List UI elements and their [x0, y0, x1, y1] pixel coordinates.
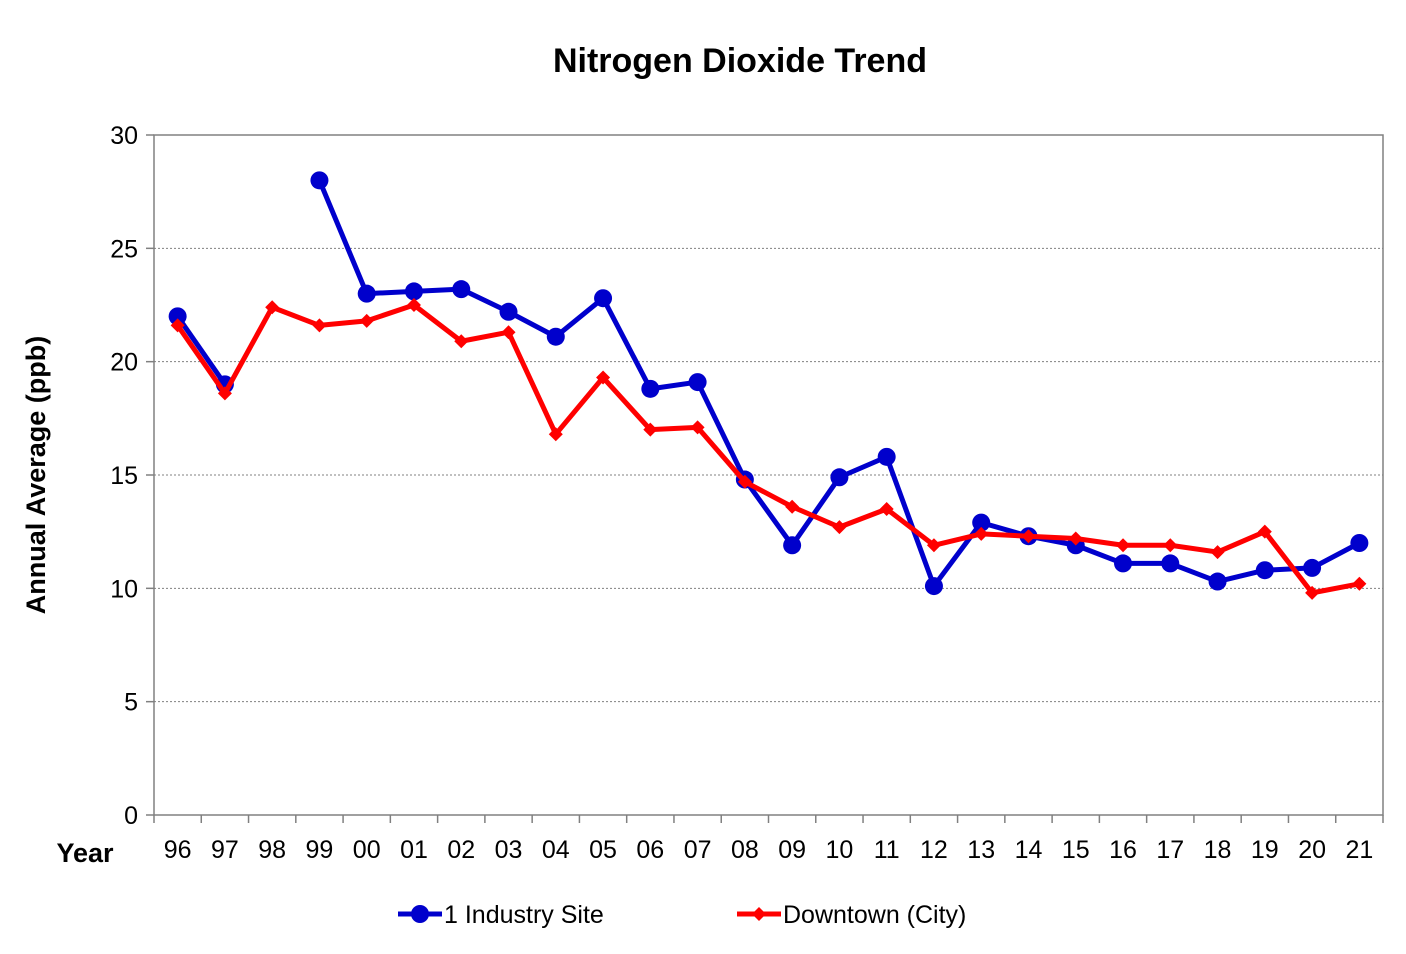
legend-swatch-marker [752, 907, 766, 921]
x-tick-label: 99 [306, 836, 334, 864]
x-tick-label: 20 [1298, 836, 1326, 864]
data-point [546, 327, 565, 346]
data-point [924, 577, 943, 596]
y-axis: 0 5 10 15 20 25 30 [110, 122, 154, 830]
data-point [688, 373, 707, 392]
data-point [312, 318, 327, 333]
data-point [1161, 554, 1180, 573]
data-point [170, 318, 185, 333]
data-point [404, 282, 423, 301]
data-point [1068, 531, 1083, 546]
data-point [1303, 558, 1322, 577]
x-tick-label: 13 [967, 836, 995, 864]
data-point [832, 520, 847, 535]
x-tick-label: 19 [1251, 836, 1279, 864]
data-point [972, 513, 991, 532]
x-tick-label: 15 [1062, 836, 1090, 864]
x-tick-label: 06 [636, 836, 664, 864]
y-tick-label: 10 [110, 575, 138, 603]
legend-label: Downtown (City) [783, 901, 966, 929]
data-point [783, 536, 802, 555]
data-point [499, 302, 518, 321]
data-point [1114, 554, 1133, 573]
data-point [690, 420, 705, 435]
data-point [357, 284, 376, 303]
data-point [594, 289, 613, 308]
series-line [175, 314, 227, 386]
legend-swatch-marker [411, 905, 429, 923]
data-point [1208, 572, 1227, 591]
data-point [454, 334, 469, 349]
x-tick-label: 97 [211, 836, 239, 864]
series-line [175, 302, 1360, 596]
y-tick-label: 0 [124, 802, 138, 830]
x-tick-label: 09 [778, 836, 806, 864]
x-axis-title: Year [56, 838, 114, 868]
data-point [643, 422, 658, 437]
data-point [1163, 538, 1178, 553]
series-layer [168, 171, 1369, 600]
data-point [737, 474, 752, 489]
data-point [1116, 538, 1131, 553]
data-point [359, 313, 374, 328]
x-tick-label: 18 [1204, 836, 1232, 864]
data-point [1350, 534, 1369, 552]
x-tick-label: 11 [874, 836, 900, 864]
x-tick-label: 05 [589, 836, 617, 864]
data-point [596, 370, 611, 385]
data-point [265, 300, 280, 315]
legend-item: 1 Industry Site [398, 901, 604, 929]
data-point [1255, 561, 1274, 580]
data-point [877, 447, 896, 466]
y-axis-title: Annual Average (ppb) [21, 336, 51, 615]
data-point [1210, 545, 1225, 560]
legend-item: Downtown (City) [737, 901, 966, 929]
data-point [548, 427, 563, 442]
data-point [785, 499, 800, 514]
chart-title: Nitrogen Dioxide Trend [553, 42, 927, 80]
data-point [641, 379, 660, 398]
x-axis: 96 97 98 99 00 01 02 03 04 05 06 07 08 09 10 11 12 13 14 15… [153, 815, 1384, 864]
data-point [1021, 529, 1036, 544]
data-point [830, 468, 849, 487]
data-point [1257, 524, 1272, 539]
x-tick-label: 03 [495, 836, 523, 864]
x-tick-label: 10 [825, 836, 853, 864]
data-point [974, 526, 989, 541]
data-point [452, 280, 471, 299]
x-tick-label: 14 [1015, 836, 1043, 864]
data-point [879, 502, 894, 516]
y-tick-label: 20 [110, 349, 138, 377]
x-tick-label: 98 [258, 836, 286, 864]
data-point [217, 386, 232, 401]
data-point [1352, 576, 1367, 591]
x-tick-label: 21 [1345, 836, 1373, 864]
legend-label: 1 Industry Site [444, 901, 604, 929]
x-tick-label: 17 [1156, 836, 1184, 864]
data-point [310, 171, 329, 190]
legend: 1 Industry Site Downtown (City) [398, 901, 966, 929]
y-tick-label: 30 [110, 122, 138, 150]
y-tick-label: 25 [110, 235, 138, 263]
x-tick-label: 16 [1109, 836, 1137, 864]
x-tick-label: 01 [400, 836, 428, 864]
y-tick-label: 15 [110, 462, 138, 490]
series-2 [170, 298, 1367, 600]
series-1 [168, 171, 1369, 596]
x-tick-label: 12 [920, 836, 948, 864]
x-tick-label: 08 [731, 836, 759, 864]
x-tick-label: 00 [353, 836, 381, 864]
data-point [168, 307, 187, 326]
x-tick-label: 04 [542, 836, 570, 864]
y-tick-label: 5 [124, 689, 138, 717]
x-tick-label: 96 [164, 836, 192, 864]
data-point [406, 298, 421, 312]
grid-lines [154, 247, 1383, 703]
x-tick-label: 07 [684, 836, 712, 864]
data-point [1305, 585, 1320, 600]
data-point [926, 538, 941, 553]
data-point [501, 325, 516, 340]
x-tick-label: 02 [447, 836, 475, 864]
